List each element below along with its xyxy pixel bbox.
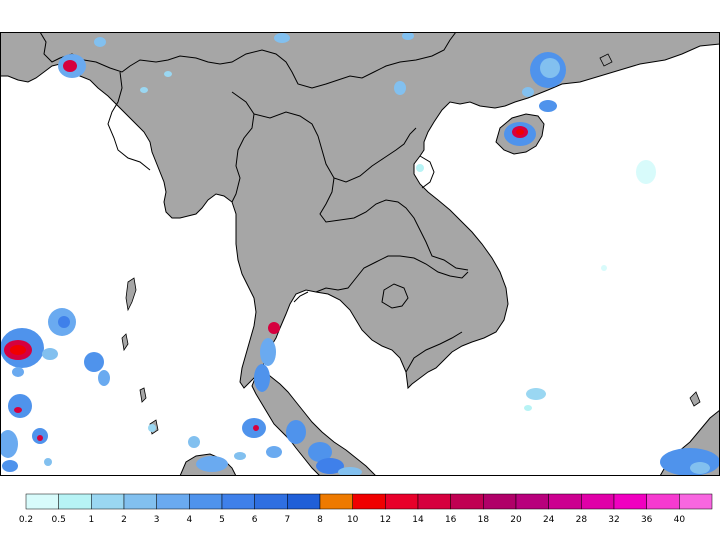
legend-tick-label: 18 xyxy=(478,515,490,525)
legend-tick-label: 6 xyxy=(252,515,258,525)
legend-swatch xyxy=(548,493,582,510)
legend-swatch xyxy=(679,493,713,510)
legend-swatch xyxy=(581,493,615,510)
legend-tick-label: 36 xyxy=(641,515,653,525)
legend-swatches xyxy=(25,493,713,510)
legend-tick-label: 0.5 xyxy=(52,515,66,525)
andaman-islands xyxy=(121,53,701,435)
legend-tick-label: 12 xyxy=(380,515,391,525)
legend-tick-label: 10 xyxy=(347,515,359,525)
legend-tick-label: 14 xyxy=(412,515,424,525)
country-borders xyxy=(39,32,469,373)
legend-tick-label: 1 xyxy=(88,515,94,525)
legend-swatch xyxy=(483,493,517,510)
legend-swatch xyxy=(515,493,549,510)
legend-tick-label: 16 xyxy=(445,515,457,525)
legend-swatch xyxy=(287,493,321,510)
legend-tick-label: 24 xyxy=(543,515,555,525)
legend-tick-label: 28 xyxy=(576,515,588,525)
legend-tick-label: 0.2 xyxy=(19,515,33,525)
precipitation-map xyxy=(0,32,720,476)
legend-tick-label: 40 xyxy=(674,515,686,525)
legend-swatch xyxy=(385,493,419,510)
legend-tick-label: 2 xyxy=(121,515,127,525)
legend-swatch xyxy=(254,493,288,510)
legend-swatch xyxy=(123,493,157,510)
legend-swatch xyxy=(25,493,59,510)
legend-tick-label: 20 xyxy=(510,515,522,525)
legend-tick-label: 4 xyxy=(186,515,192,525)
legend-tick-label: 5 xyxy=(219,515,225,525)
tonle-sap-lake xyxy=(381,283,409,309)
legend-tick-label: 32 xyxy=(608,515,619,525)
legend-swatch xyxy=(189,493,223,510)
legend-tick-label: 7 xyxy=(284,515,290,525)
legend-swatch xyxy=(91,493,125,510)
legend-swatch xyxy=(450,493,484,510)
legend-swatch xyxy=(646,493,680,510)
legend-swatch xyxy=(417,493,451,510)
legend-swatch xyxy=(319,493,353,510)
legend-swatch xyxy=(221,493,255,510)
legend-swatch xyxy=(613,493,647,510)
legend-tick-label: 8 xyxy=(317,515,323,525)
legend-swatch xyxy=(156,493,190,510)
legend-labels: 0.2 0.5 1 2 3 4 5 6 7 8 10 12 14 16 18 20 24 28 32 36 40 xyxy=(19,515,685,525)
legend-swatch xyxy=(58,493,92,510)
precipitation-overlay xyxy=(0,32,720,476)
precipitation-legend: 0.2 0.5 1 2 3 4 5 6 7 8 10 12 14 16 18 20 24 28 32 36 40 xyxy=(19,493,713,525)
legend-tick-label: 3 xyxy=(154,515,160,525)
legend-swatch xyxy=(352,493,386,510)
